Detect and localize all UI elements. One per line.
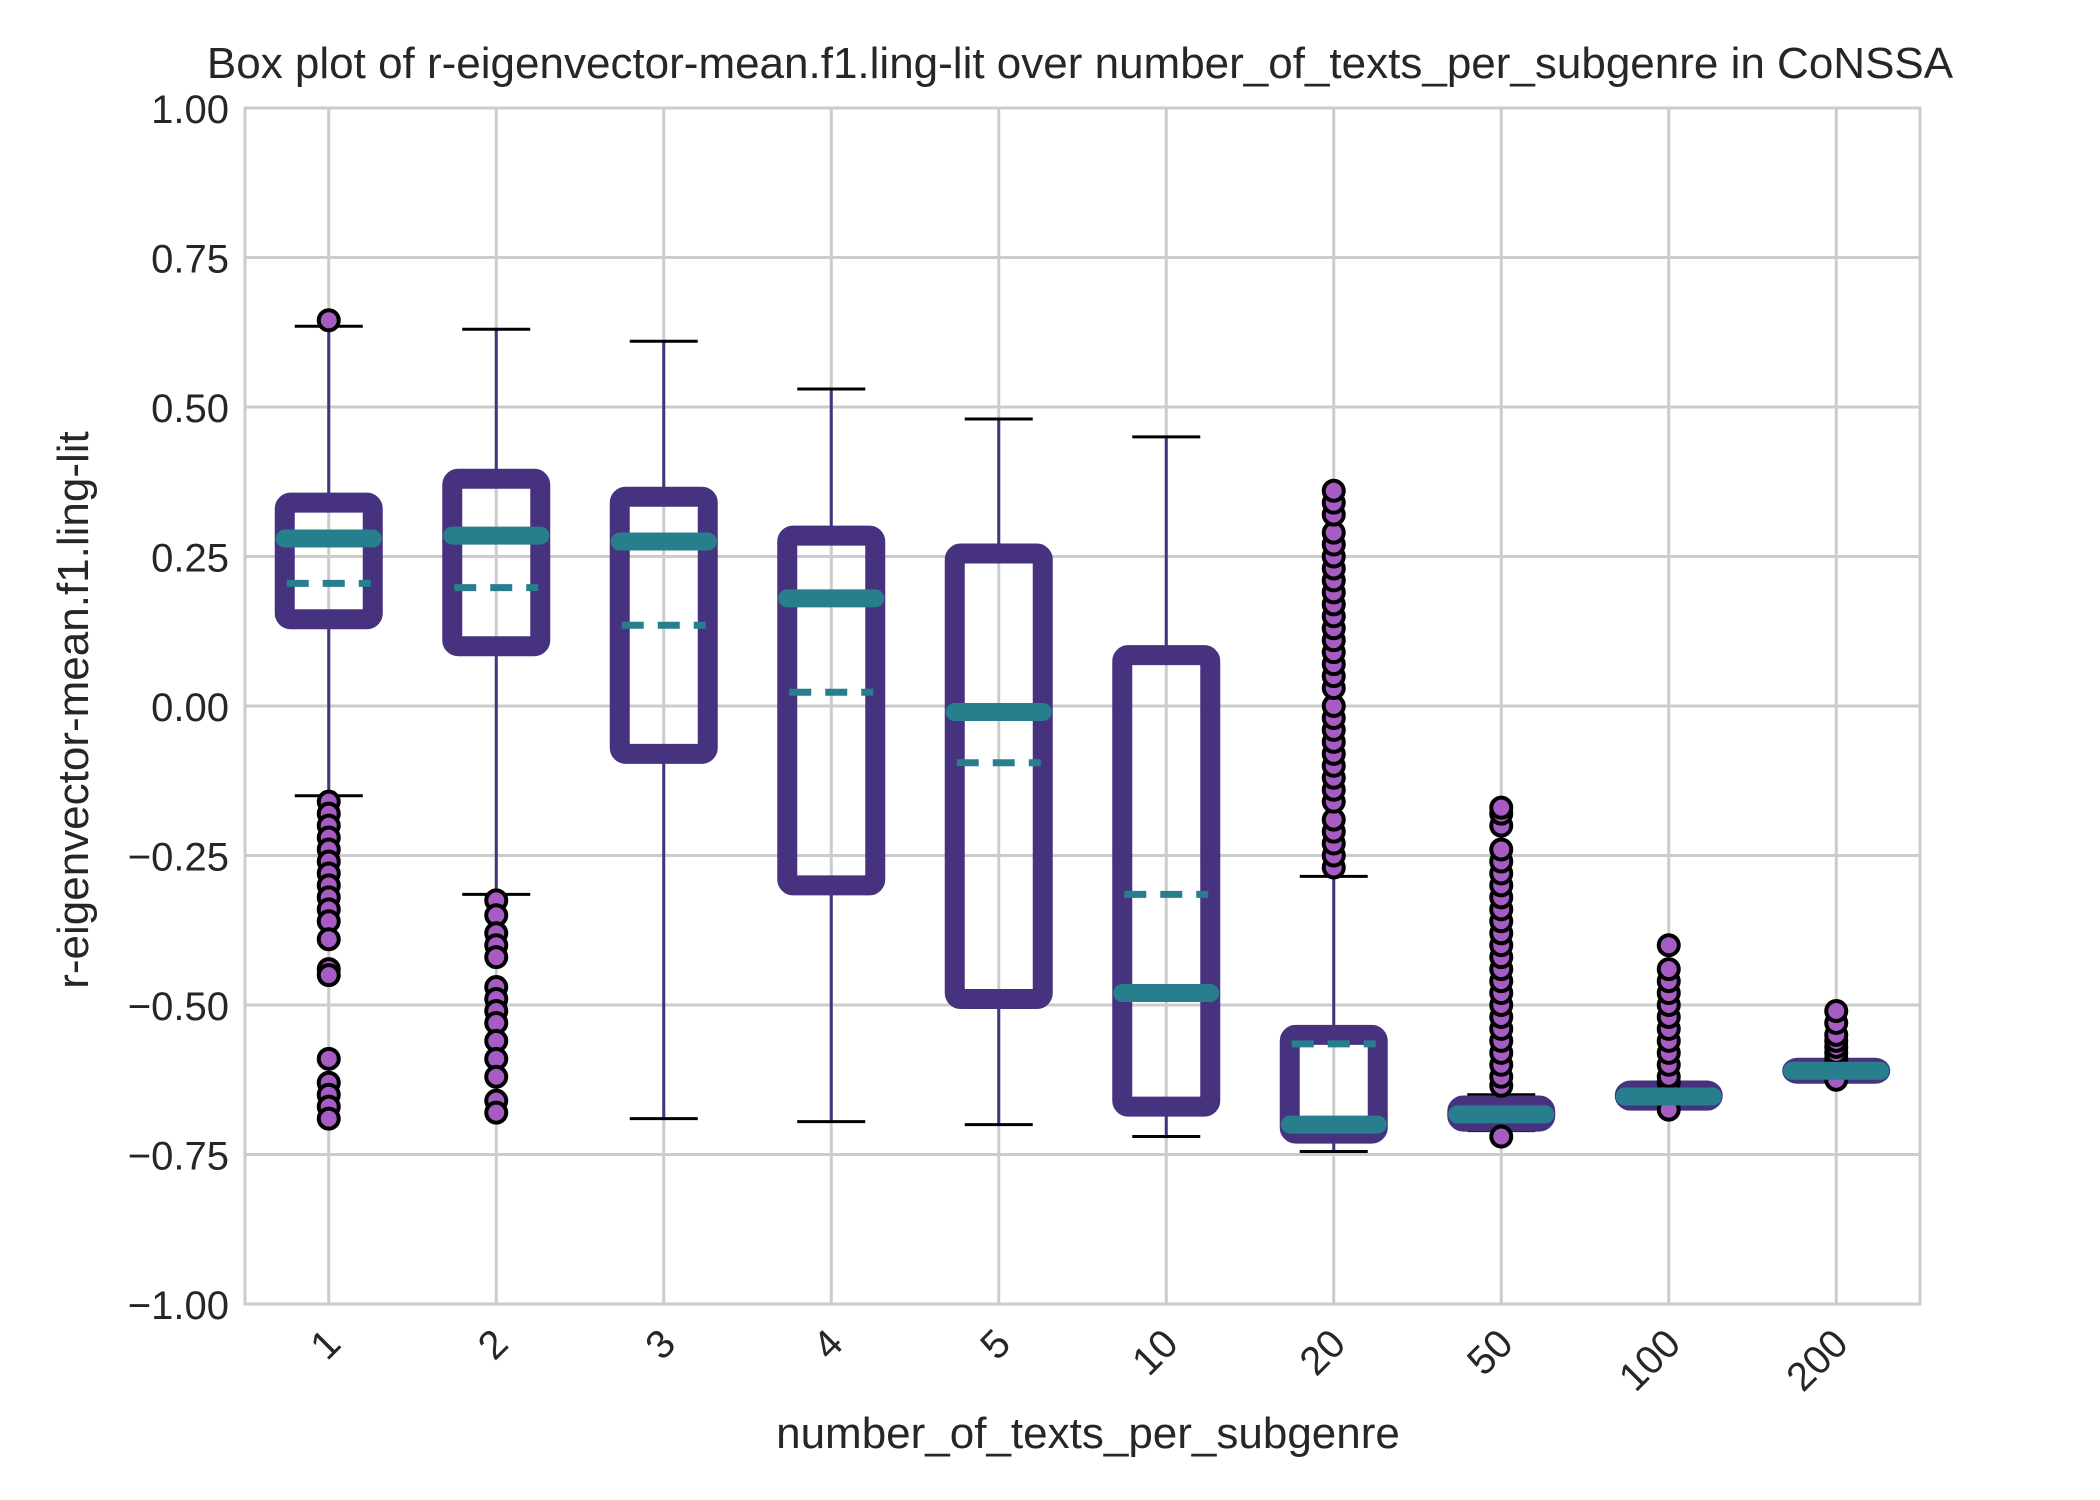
box bbox=[944, 543, 1053, 1010]
boxes-layer bbox=[274, 308, 1891, 1154]
box-group bbox=[1447, 795, 1556, 1149]
outlier-point bbox=[316, 308, 341, 333]
y-tick-label: 0.25 bbox=[151, 537, 229, 581]
outlier-point bbox=[1489, 795, 1514, 820]
box bbox=[1112, 645, 1221, 1117]
x-axis-label: number_of_texts_per_subgenre bbox=[776, 1409, 1400, 1458]
outlier-point bbox=[316, 1106, 341, 1131]
box-group bbox=[1279, 478, 1388, 1154]
y-axis-label: r-eigenvector-mean.f1.ling-lit bbox=[49, 431, 98, 989]
outlier-point bbox=[484, 945, 509, 970]
y-tick-label: −1.00 bbox=[128, 1284, 229, 1328]
y-tick-label: −0.50 bbox=[128, 985, 229, 1029]
outlier-point bbox=[316, 1046, 341, 1071]
outlier-point bbox=[484, 1100, 509, 1125]
outlier-point bbox=[316, 963, 341, 988]
box-group bbox=[1112, 435, 1221, 1139]
outlier-point bbox=[1489, 837, 1514, 862]
y-tick-label: 0.75 bbox=[151, 238, 229, 282]
box-group bbox=[777, 387, 886, 1124]
box-group bbox=[1782, 998, 1891, 1092]
box-group bbox=[1614, 933, 1723, 1122]
outlier-point bbox=[316, 927, 341, 952]
y-tick-label: 0.00 bbox=[151, 686, 229, 730]
box bbox=[777, 525, 886, 896]
box bbox=[609, 486, 718, 764]
outlier-point bbox=[1489, 1124, 1514, 1149]
box-group bbox=[274, 308, 383, 1131]
y-tick-label: −0.25 bbox=[128, 836, 229, 880]
y-tick-label: −0.75 bbox=[128, 1135, 229, 1179]
box bbox=[442, 468, 551, 657]
box-group bbox=[609, 339, 718, 1121]
y-tick-labels: 1.00 0.75 0.50 0.25 0.00 −0.25 −0.50 −0.75 −1.00 bbox=[128, 88, 229, 1328]
y-tick-label: 0.50 bbox=[151, 387, 229, 431]
box-group bbox=[944, 417, 1053, 1127]
outlier-point bbox=[484, 1064, 509, 1089]
box-group bbox=[442, 327, 551, 1125]
outlier-point bbox=[1656, 957, 1681, 982]
y-tick-label: 1.00 bbox=[151, 88, 229, 132]
plot-frame bbox=[243, 106, 1922, 1306]
outlier-point bbox=[1321, 478, 1346, 503]
chart-title: Box plot of r-eigenvector-mean.f1.ling-l… bbox=[207, 39, 1954, 88]
outlier-point bbox=[1824, 998, 1849, 1023]
outlier-point bbox=[1656, 933, 1681, 958]
plot-border bbox=[243, 106, 1922, 1306]
box bbox=[274, 492, 383, 630]
